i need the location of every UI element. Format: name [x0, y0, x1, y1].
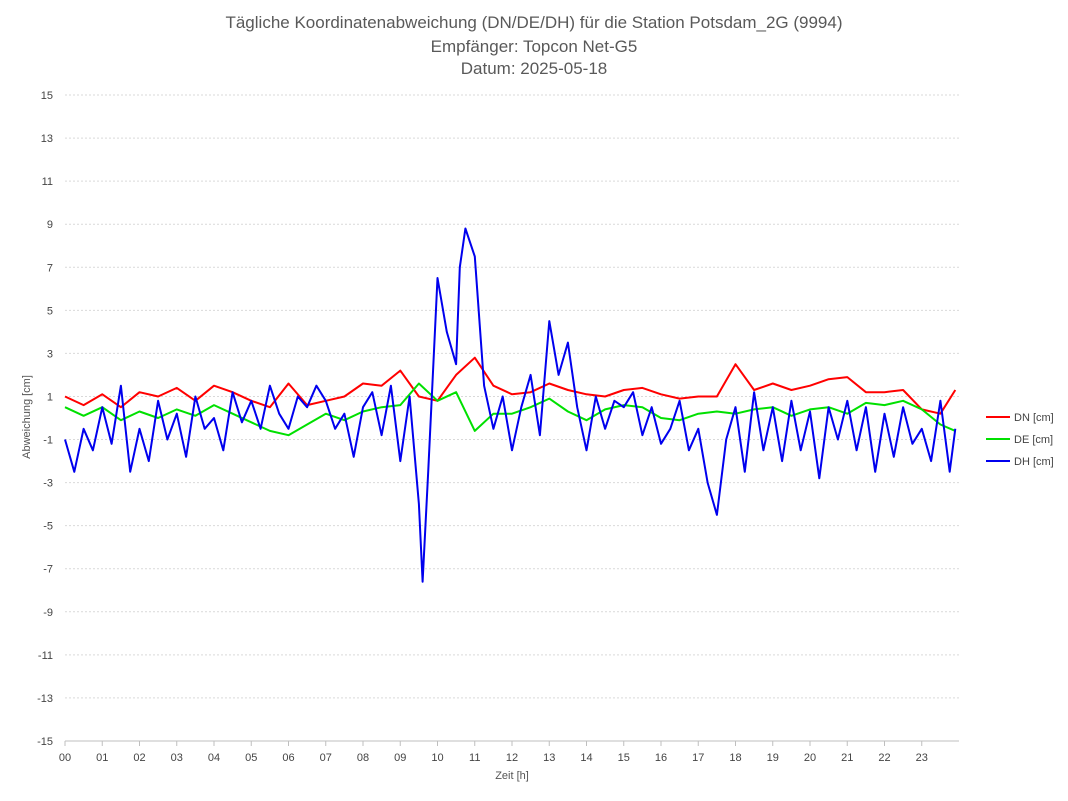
y-tick-label: -13: [37, 693, 53, 705]
x-tick-label: 22: [878, 752, 890, 764]
y-tick-label: 5: [47, 305, 53, 317]
y-tick-label: 3: [47, 348, 53, 360]
x-tick-label: 05: [245, 752, 257, 764]
series-line-de: [64, 382, 956, 437]
x-tick-label: 13: [543, 752, 555, 764]
y-tick-label: 9: [47, 219, 53, 231]
series-line-dh: [64, 227, 957, 583]
y-tick-label: 1: [47, 391, 53, 403]
y-tick-label: -5: [43, 521, 53, 533]
y-tick-label: -15: [37, 736, 53, 748]
series-lines: [64, 227, 957, 583]
y-tick-label: 13: [41, 133, 53, 145]
x-tick-label: 07: [320, 752, 332, 764]
x-tick-label: 01: [96, 752, 108, 764]
y-axis-ticks: 15 13 11 9 7 5 3 1 -1 -3 -5 -7 -9 -11 -13 -15: [37, 90, 53, 748]
x-tick-label: 12: [506, 752, 518, 764]
y-axis-label: Abweichung [cm]: [21, 375, 33, 459]
y-tick-label: 7: [47, 262, 53, 274]
x-tick-label: 03: [171, 752, 183, 764]
y-tick-label: 15: [41, 90, 53, 102]
series-line-dn: [64, 356, 957, 415]
x-tick-label: 19: [767, 752, 779, 764]
x-tick-label: 10: [431, 752, 443, 764]
x-tick-label: 08: [357, 752, 369, 764]
y-tick-label: -3: [43, 478, 53, 490]
x-tick-label: 18: [729, 752, 741, 764]
x-tick-label: 02: [133, 752, 145, 764]
x-axis-ticks: 00 01 02 03 04 05 06 07 08 09 10 11 12 13 14 15 16 17 18 19…: [59, 741, 928, 764]
x-tick-label: 09: [394, 752, 406, 764]
x-tick-label: 20: [804, 752, 816, 764]
legend-label-dh: DH [cm]: [1014, 456, 1054, 468]
chart-title-line-1: Tägliche Koordinatenabweichung (DN/DE/DH…: [225, 13, 842, 32]
x-tick-label: 16: [655, 752, 667, 764]
legend: DN [cm] DE [cm] DH [cm]: [986, 412, 1054, 468]
x-tick-label: 21: [841, 752, 853, 764]
chart-title-line-3: Datum: 2025-05-18: [461, 59, 607, 78]
x-tick-label: 23: [916, 752, 928, 764]
x-tick-label: 17: [692, 752, 704, 764]
y-tick-label: -9: [43, 607, 53, 619]
x-tick-label: 11: [469, 752, 480, 764]
y-tick-label: 11: [42, 176, 53, 188]
y-tick-label: -1: [43, 435, 53, 447]
x-tick-label: 04: [208, 752, 220, 764]
x-tick-label: 00: [59, 752, 71, 764]
y-tick-label: -7: [43, 564, 53, 576]
x-tick-label: 14: [580, 752, 592, 764]
x-tick-label: 15: [618, 752, 630, 764]
x-axis-label: Zeit [h]: [495, 770, 529, 782]
chart-title-line-2: Empfänger: Topcon Net-G5: [431, 37, 638, 56]
x-tick-label: 06: [282, 752, 294, 764]
y-tick-label: -11: [38, 650, 53, 662]
legend-label-de: DE [cm]: [1014, 434, 1053, 446]
legend-label-dn: DN [cm]: [1014, 412, 1054, 424]
